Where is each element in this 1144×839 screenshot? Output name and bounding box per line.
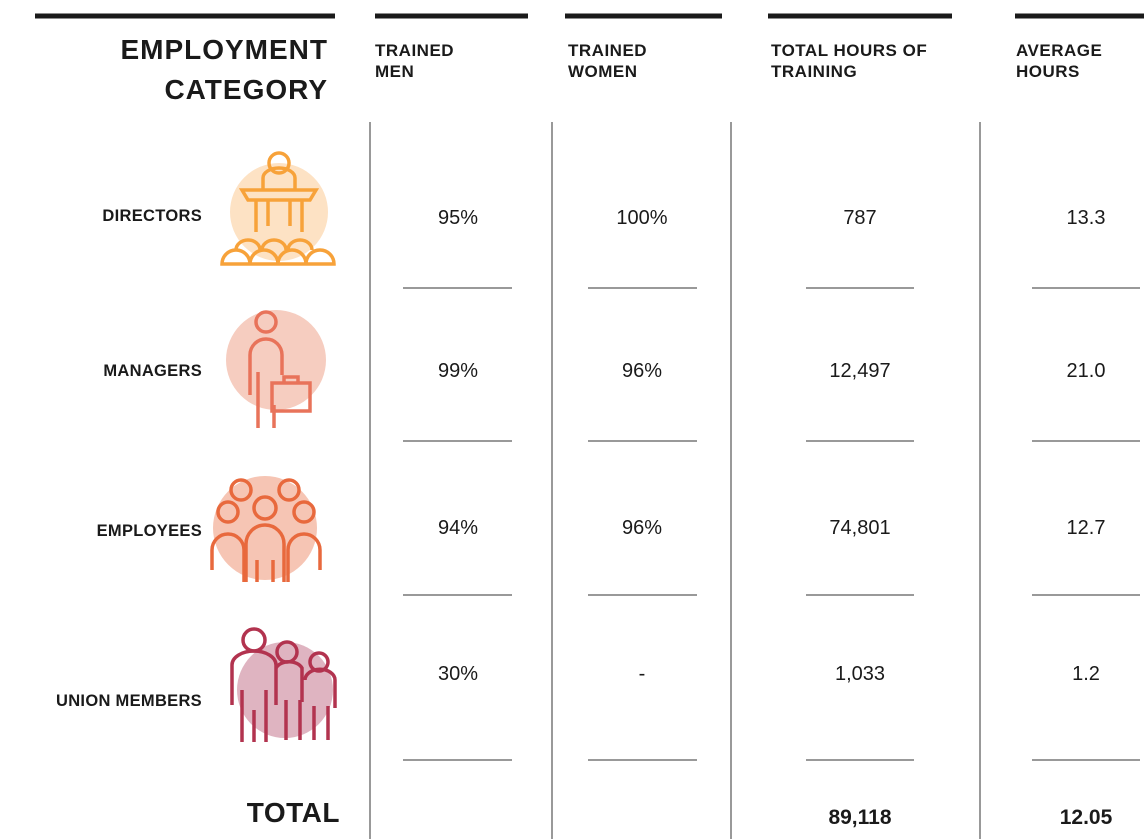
table-cell: 96% — [621, 517, 663, 539]
table-cell: 12.7 — [1066, 517, 1106, 539]
union-members-icon — [230, 627, 337, 742]
table-cell: 94% — [437, 517, 479, 539]
table-cell: 74,801 — [829, 517, 891, 539]
column-header: TOTAL HOURS OF TRAINING — [771, 41, 928, 81]
table-cell: 100% — [616, 207, 668, 229]
table-cell: 12,497 — [829, 360, 891, 382]
table-cell: 1,033 — [834, 663, 886, 685]
column-header: AVERAGE HOURS — [1016, 41, 1103, 81]
column-dividers — [369, 122, 981, 839]
table-cell: 30% — [437, 663, 479, 685]
table-cell: 96% — [621, 360, 663, 382]
table-cell: 13.3 — [1066, 207, 1106, 229]
row-label: UNION MEMBERS — [56, 692, 202, 710]
directors-icon — [220, 151, 336, 266]
table-cell: 99% — [437, 360, 479, 382]
column-header: TRAINED WOMEN — [568, 41, 648, 81]
total-cell: 89,118 — [828, 806, 892, 829]
column-header: TRAINED MEN — [375, 41, 455, 81]
table-cell: - — [638, 663, 646, 685]
table-cell: 21.0 — [1066, 360, 1106, 382]
row-label: EMPLOYEES — [96, 522, 202, 540]
managers-icon — [226, 310, 326, 428]
row-label: MANAGERS — [103, 362, 202, 380]
total-label: TOTAL — [246, 797, 340, 828]
category-header: EMPLOYMENT CATEGORY — [120, 34, 328, 105]
table-cell: 1.2 — [1072, 663, 1100, 685]
employees-icon — [210, 476, 322, 582]
row-separators — [403, 287, 1140, 761]
total-cell: 12.05 — [1059, 806, 1113, 829]
row-label: DIRECTORS — [102, 207, 202, 225]
table-cell: 95% — [437, 207, 479, 229]
table-cell: 787 — [843, 207, 877, 229]
